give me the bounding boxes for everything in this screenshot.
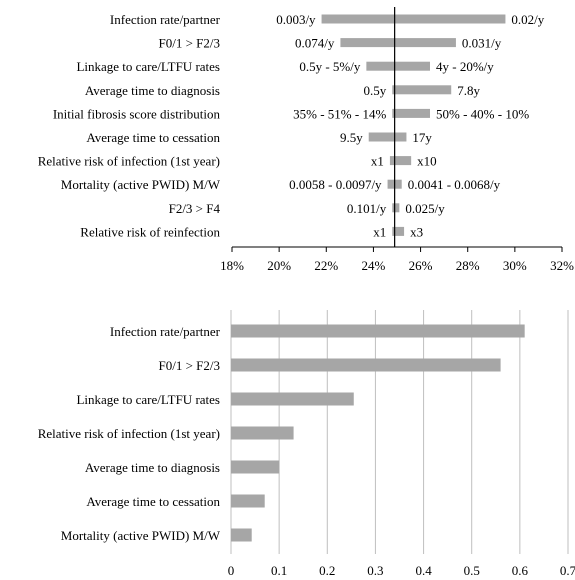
tornado-low-value-label: 9.5y bbox=[340, 130, 363, 145]
bar-chart-x-tick-label: 0.5 bbox=[464, 563, 480, 578]
bar-chart-category-label: Average time to diagnosis bbox=[85, 460, 220, 475]
tornado-row-label: Mortality (active PWID) M/W bbox=[61, 177, 221, 192]
tornado-bar bbox=[340, 38, 456, 48]
tornado-low-value-label: x1 bbox=[371, 154, 384, 169]
tornado-low-value-label: 0.101/y bbox=[347, 201, 387, 216]
tornado-chart: Infection rate/partner 0.003/y 0.02/y F0/1 … bbox=[38, 7, 574, 273]
tornado-low-value-label: 35% - 51% - 14% bbox=[293, 106, 386, 121]
bar-chart-category-label: Relative risk of infection (1st year) bbox=[38, 426, 220, 441]
tornado-x-tick-label: 28% bbox=[456, 258, 480, 273]
tornado-row-label: Relative risk of infection (1st year) bbox=[38, 154, 220, 169]
tornado-bar bbox=[389, 156, 412, 166]
tornado-x-tick-label: 26% bbox=[409, 258, 433, 273]
tornado-x-tick-label: 30% bbox=[503, 258, 527, 273]
bar-chart-category-label: Mortality (active PWID) M/W bbox=[61, 528, 221, 543]
tornado-high-value-label: x3 bbox=[410, 224, 423, 239]
tornado-row-label: F0/1 > F2/3 bbox=[158, 36, 220, 51]
tornado-high-value-label: 17y bbox=[412, 130, 432, 145]
tornado-row-label: Linkage to care/LTFU rates bbox=[76, 59, 220, 74]
tornado-high-value-label: 50% - 40% - 10% bbox=[436, 106, 529, 121]
tornado-bar bbox=[392, 108, 430, 118]
bar-chart-x-tick-label: 0 bbox=[228, 563, 235, 578]
bar-chart-x-tick-label: 0.6 bbox=[512, 563, 529, 578]
bar-chart-x-tick-label: 0.7 bbox=[560, 563, 575, 578]
tornado-x-tick-label: 32% bbox=[550, 258, 574, 273]
tornado-low-value-label: 0.5y bbox=[364, 83, 387, 98]
bar-chart-bar bbox=[231, 460, 280, 474]
tornado-low-value-label: 0.5y - 5%/y bbox=[299, 59, 361, 74]
tornado-low-value-label: 0.003/y bbox=[276, 12, 316, 27]
tornado-row-label: Average time to diagnosis bbox=[85, 83, 220, 98]
bar-chart-x-tick-label: 0.1 bbox=[271, 563, 287, 578]
tornado-x-tick-label: 24% bbox=[362, 258, 386, 273]
tornado-bar bbox=[392, 85, 452, 95]
tornado-high-value-label: 0.031/y bbox=[462, 36, 502, 51]
bar-chart-category-label: Linkage to care/LTFU rates bbox=[76, 392, 220, 407]
bar-chart-bar bbox=[231, 494, 265, 508]
bar-chart-bar bbox=[231, 426, 294, 440]
tornado-x-tick-label: 22% bbox=[314, 258, 338, 273]
tornado-high-value-label: 0.025/y bbox=[405, 201, 445, 216]
bar-chart-category-label: Infection rate/partner bbox=[110, 324, 221, 339]
tornado-bar bbox=[366, 61, 430, 71]
tornado-low-value-label: 0.0058 - 0.0097/y bbox=[289, 177, 382, 192]
tornado-high-value-label: 0.0041 - 0.0068/y bbox=[408, 177, 501, 192]
tornado-low-value-label: x1 bbox=[373, 224, 386, 239]
bar-chart-x-tick-label: 0.3 bbox=[367, 563, 383, 578]
tornado-high-value-label: 0.02/y bbox=[511, 12, 544, 27]
tornado-low-value-label: 0.074/y bbox=[295, 36, 335, 51]
tornado-row-label: Infection rate/partner bbox=[110, 12, 221, 27]
tornado-bar bbox=[368, 132, 407, 142]
bar-chart-bar bbox=[231, 324, 525, 338]
bar-chart-bar bbox=[231, 358, 501, 372]
tornado-bar bbox=[392, 226, 405, 236]
tornado-high-value-label: 7.8y bbox=[457, 83, 480, 98]
tornado-row-label: Initial fibrosis score distribution bbox=[53, 106, 221, 121]
tornado-row-label: F2/3 > F4 bbox=[169, 201, 221, 216]
bar-chart-category-label: F0/1 > F2/3 bbox=[158, 358, 220, 373]
tornado-x-tick-label: 20% bbox=[267, 258, 291, 273]
tornado-bar bbox=[392, 203, 400, 213]
tornado-x-tick-label: 18% bbox=[220, 258, 244, 273]
tornado-high-value-label: x10 bbox=[417, 154, 437, 169]
sensitivity-bar-chart: 0 0.1 0.2 0.3 0.4 0.5 0.6 0.7 Infection rate/par… bbox=[38, 310, 575, 578]
bar-chart-x-tick-label: 0.2 bbox=[319, 563, 335, 578]
tornado-bar bbox=[321, 14, 506, 24]
bar-chart-bar bbox=[231, 392, 354, 406]
tornado-row-label: Relative risk of reinfection bbox=[80, 224, 220, 239]
bar-chart-x-tick-label: 0.4 bbox=[415, 563, 432, 578]
bar-chart-bar bbox=[231, 528, 252, 542]
tornado-high-value-label: 4y - 20%/y bbox=[436, 59, 494, 74]
bar-chart-category-label: Average time to cessation bbox=[86, 494, 220, 509]
tornado-row-label: Average time to cessation bbox=[86, 130, 220, 145]
